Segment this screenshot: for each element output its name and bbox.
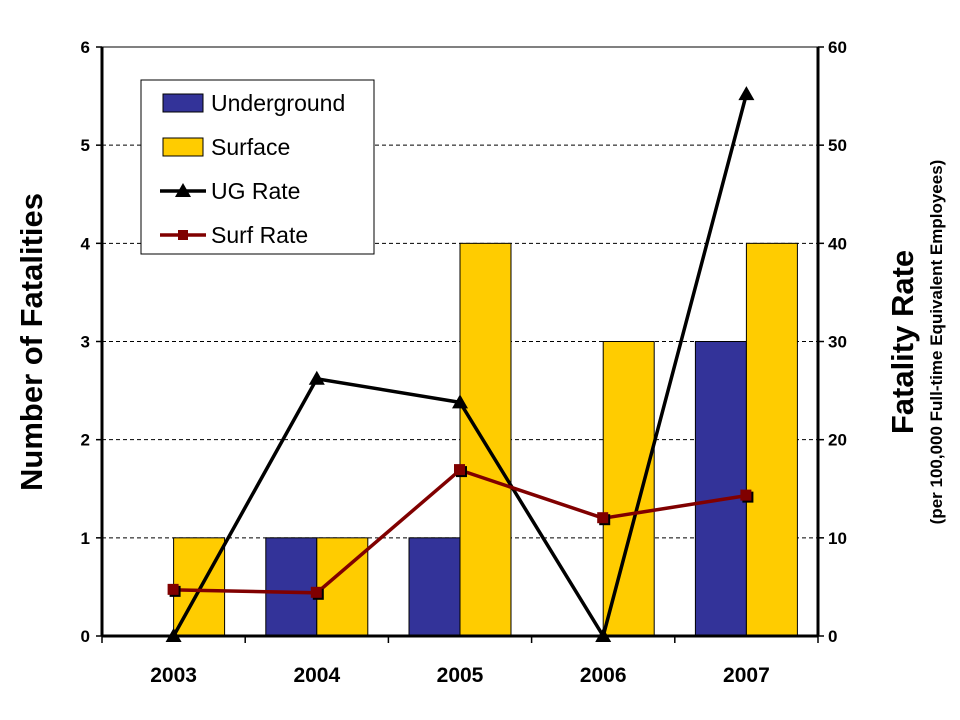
point-surf-rate [167, 583, 179, 595]
bar-underground [408, 537, 461, 637]
y-axis-label: Number of Fatalities [14, 193, 49, 491]
x-axis-ticks: 2003 2004 2005 2006 2007 [101, 636, 819, 687]
x-tick-label: 2007 [723, 664, 770, 687]
legend-swatch-surface [162, 137, 204, 157]
y2-tick-label: 30 [828, 333, 847, 352]
bar-surface [459, 242, 512, 637]
legend-label: UG Rate [211, 178, 300, 204]
y-tick-label: 3 [81, 333, 90, 352]
legend-swatch-underground [162, 93, 204, 113]
y2-axis-label: Fatality Rate [885, 250, 920, 434]
legend-label: Underground [211, 90, 345, 116]
legend-label: Surf Rate [211, 222, 308, 248]
y2-tick-label: 40 [828, 234, 847, 253]
y-tick-label: 6 [81, 38, 90, 57]
bar-underground [265, 537, 318, 637]
y2-tick-label: 60 [828, 38, 847, 57]
point-surf-rate [740, 489, 752, 501]
point-surf-rate [454, 464, 465, 476]
y-tick-label: 5 [81, 136, 90, 155]
left-axis-ticks: 0 1 2 3 4 5 6 [81, 38, 102, 646]
point-surf-rate [310, 586, 322, 598]
bar-surface [745, 242, 798, 637]
y2-tick-label: 0 [828, 627, 837, 646]
legend-marker-triangle [175, 183, 191, 197]
legend: Underground Surface UG Rate Surf Rate [140, 79, 375, 255]
point-ug-rate [738, 86, 755, 101]
legend-label: Surface [211, 134, 290, 160]
bars [173, 242, 798, 637]
point-ug-rate [308, 370, 325, 385]
y-tick-label: 4 [81, 234, 91, 253]
y-tick-label: 1 [81, 529, 90, 548]
rate-lines [165, 86, 755, 642]
y2-tick-label: 10 [828, 529, 847, 548]
x-tick-label: 2005 [437, 664, 484, 687]
point-ug-rate [452, 394, 468, 409]
legend-marker-square [178, 230, 188, 240]
y2-axis-sublabel: (per 100,000 Full-time Equivalent Employ… [927, 160, 946, 525]
bar-surface [602, 341, 655, 637]
y2-tick-label: 50 [828, 136, 847, 155]
point-surf-rate [597, 512, 609, 524]
y-tick-label: 2 [81, 431, 90, 450]
x-tick-label: 2004 [293, 664, 340, 687]
y2-tick-label: 20 [828, 431, 847, 450]
x-tick-label: 2006 [580, 664, 627, 687]
y-tick-label: 0 [81, 627, 90, 646]
x-tick-label: 2003 [150, 664, 197, 687]
right-axis-ticks: 0 10 20 30 40 50 60 [818, 38, 847, 646]
bar-underground [694, 341, 747, 637]
